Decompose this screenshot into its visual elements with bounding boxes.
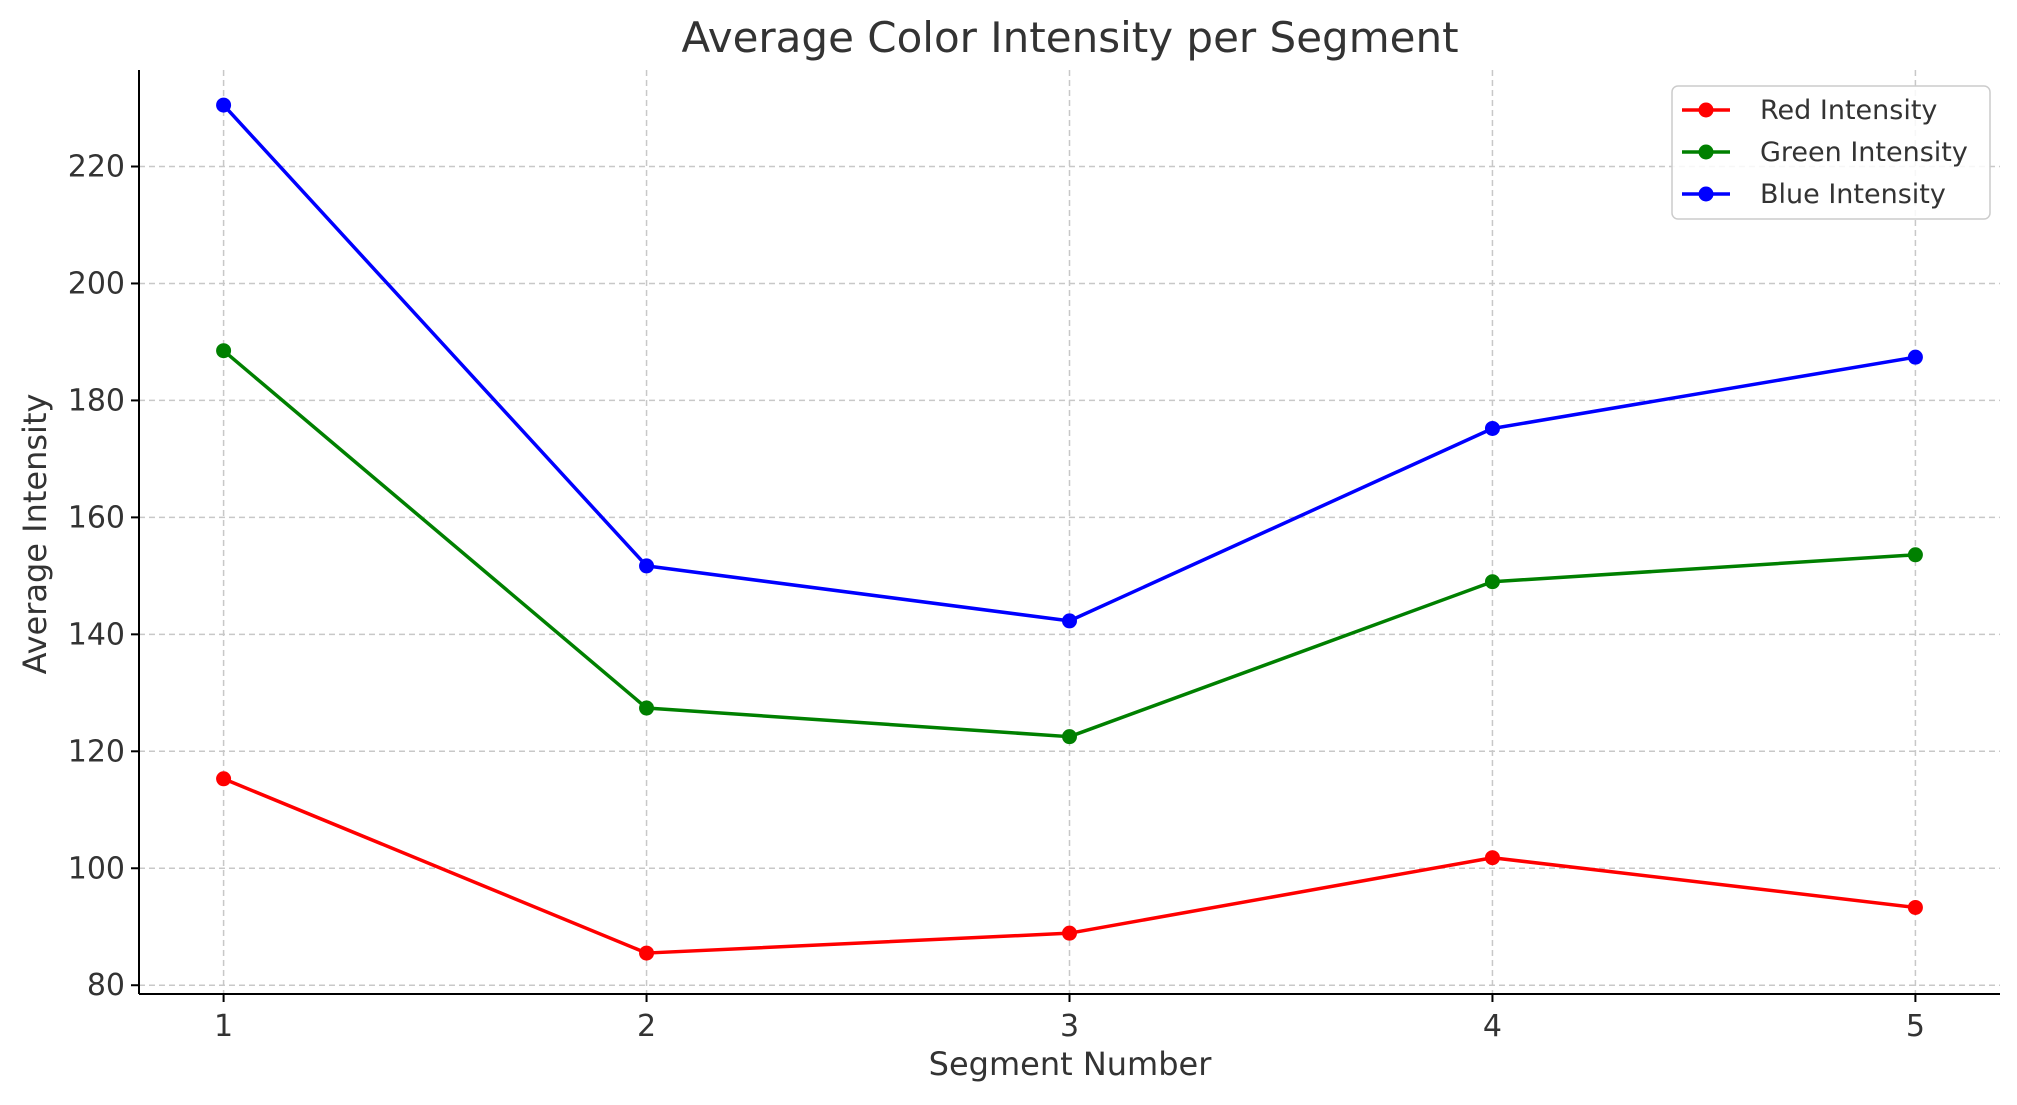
y-tick-label: 180	[68, 383, 125, 418]
legend-swatch-marker	[1698, 144, 1714, 160]
x-axis-label: Segment Number	[929, 1045, 1213, 1083]
legend-label: Blue Intensity	[1760, 179, 1946, 210]
x-tick-label: 1	[214, 1009, 233, 1044]
data-point-green-intensity	[1907, 547, 1923, 563]
data-point-red-intensity	[1907, 899, 1923, 915]
y-tick-label: 80	[87, 968, 125, 1003]
x-tick-label: 3	[1060, 1009, 1079, 1044]
data-point-green-intensity	[639, 700, 655, 716]
data-point-green-intensity	[1484, 574, 1500, 590]
legend-label: Green Intensity	[1760, 137, 1968, 168]
y-axis-label: Average Intensity	[16, 394, 54, 675]
legend-swatch-marker	[1698, 102, 1714, 118]
data-point-green-intensity	[216, 343, 232, 359]
legend-swatch-marker	[1698, 186, 1714, 202]
x-tick-label: 5	[1906, 1009, 1925, 1044]
series-red-intensity	[216, 771, 1923, 961]
data-point-blue-intensity	[1062, 613, 1077, 629]
y-tick-label: 160	[68, 500, 125, 535]
data-point-red-intensity	[1062, 925, 1077, 941]
data-point-blue-intensity	[216, 97, 232, 113]
y-tick-label: 120	[68, 734, 125, 769]
data-point-blue-intensity	[1907, 349, 1923, 365]
y-tick-label: 220	[68, 149, 125, 184]
tick-labels: 80 100 120 140 160 180 200 220 1 2 3 4 5	[68, 149, 1925, 1044]
data-point-red-intensity	[639, 945, 655, 961]
legend-item-red-intensity: Red Intensity	[1682, 95, 1937, 126]
series-green-intensity	[216, 343, 1923, 745]
legend-box	[1671, 85, 1991, 220]
y-tick-label: 100	[68, 851, 125, 886]
y-tick-label: 140	[68, 617, 125, 652]
data-point-green-intensity	[1062, 729, 1077, 745]
grid	[139, 70, 2000, 994]
chart-title: Average Color Intensity per Segment	[681, 13, 1458, 62]
data-point-blue-intensity	[639, 558, 655, 574]
data-point-red-intensity	[216, 771, 232, 787]
legend-label: Red Intensity	[1760, 95, 1937, 126]
data-point-blue-intensity	[1484, 420, 1500, 436]
legend-item-blue-intensity: Blue Intensity	[1682, 179, 1946, 210]
legend-item-green-intensity: Green Intensity	[1682, 137, 1968, 168]
series-blue-intensity	[216, 97, 1923, 629]
legend: Red Intensity Green Intensity Blue Intensi…	[1671, 85, 1991, 220]
x-tick-label: 2	[637, 1009, 656, 1044]
y-tick-label: 200	[68, 266, 125, 301]
x-tick-label: 4	[1483, 1009, 1502, 1044]
series-lines	[216, 97, 1923, 961]
data-point-red-intensity	[1484, 850, 1500, 866]
